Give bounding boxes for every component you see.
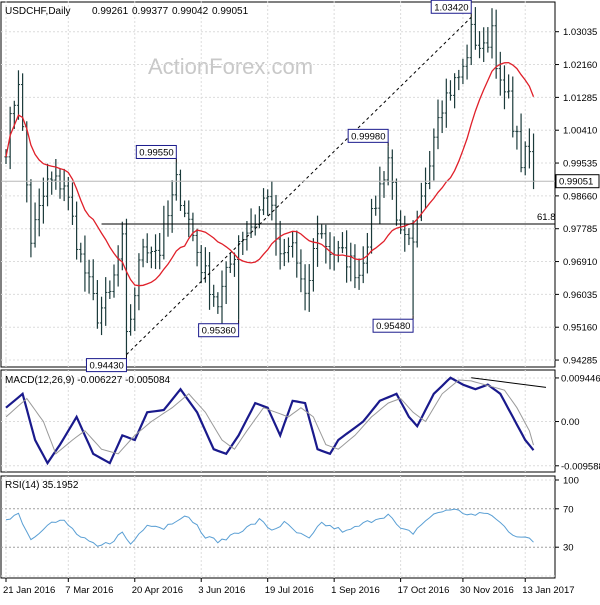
x-axis-label: 21 Jan 2016 [3, 585, 55, 596]
price-y-tick-label: 1.03035 [563, 27, 597, 38]
macd-line [5, 376, 535, 466]
rsi-y-tick-label: 100 [563, 476, 579, 487]
current-price-label: 0.99051 [559, 177, 593, 188]
moving-average-line [5, 61, 535, 287]
price-y-tick-label: 0.97785 [563, 224, 597, 235]
rsi-panel-title: RSI(14) 35.1952 [5, 480, 79, 491]
macd-y-tick-label: 0.009446 [561, 373, 600, 384]
x-axis-label: 17 Oct 2016 [398, 585, 450, 596]
x-axis-label: 7 Mar 2016 [65, 585, 113, 596]
price-header-close: 0.99051 [212, 6, 249, 17]
annotation-box [85, 358, 127, 373]
rsi-line [5, 508, 534, 547]
price-y-tick-label: 0.99535 [563, 159, 597, 170]
annotation-label: 0.95480 [376, 321, 410, 332]
current-price-box [555, 174, 600, 189]
rsi-layer [5, 508, 534, 547]
price-y-tick-label: 1.00410 [563, 126, 597, 137]
macd-divergence-line [471, 377, 547, 388]
axis-layer: 1.03035 1.02160 1.01285 1.00410 0.99535 0.986… [3, 27, 600, 596]
macd-panel-title: MACD(12,26,9) -0.006227 -0.005084 [5, 375, 171, 386]
annotation-label: 1.03420 [434, 2, 468, 13]
macd-panel-frame [0, 369, 556, 473]
x-axis-label: 3 Jun 2016 [198, 585, 245, 596]
rsi-y-tick-label: 30 [563, 543, 574, 554]
macd-y-tick-label: -0.009588 [561, 461, 600, 472]
rsi-y-tick-label: 70 [563, 504, 574, 515]
x-axis-label: 1 Sep 2016 [331, 585, 380, 596]
macd-signal-line [5, 379, 534, 455]
annotation-box [372, 318, 414, 333]
watermark: ActionForex.com [148, 54, 313, 79]
price-y-tick-label: 1.01285 [563, 93, 597, 104]
annotation-label: 0.99980 [351, 131, 385, 142]
macd-y-tick-label: 0.00 [561, 417, 580, 428]
price-header-low: 0.99042 [172, 6, 209, 17]
trend-line [126, 16, 472, 355]
price-y-tick-label: 1.02160 [563, 60, 597, 71]
annotation-box [347, 128, 389, 143]
price-header-high: 0.99377 [132, 6, 169, 17]
annotation-box [430, 0, 472, 14]
x-axis-label: 20 Apr 2016 [132, 585, 183, 596]
price-layer: 61.8 0.99051 0.94430 0.99550 0.95360 0.99980 0… [1, 0, 600, 373]
price-y-tick-label: 0.98660 [563, 191, 597, 202]
price-y-tick-label: 0.96910 [563, 257, 597, 268]
annotation-box [198, 323, 240, 338]
price-header-open: 0.99261 [92, 6, 129, 17]
x-axis-label: 30 Nov 2016 [460, 585, 514, 596]
price-y-tick-label: 0.94285 [563, 356, 597, 367]
price-y-tick-label: 0.96035 [563, 290, 597, 301]
annotation-label: 0.99550 [139, 147, 173, 158]
annotation-label: 0.95360 [202, 326, 236, 337]
macd-layer [5, 376, 547, 466]
x-axis-label: 13 Jan 2017 [522, 585, 574, 596]
fib-level-label: 61.8 [537, 212, 556, 223]
price-y-tick-label: 0.95160 [563, 323, 597, 334]
grid-layer [1, 1, 555, 578]
annotation-label: 0.94430 [89, 361, 123, 372]
rsi-panel-frame [0, 475, 556, 579]
x-axis-label: 19 Jul 2016 [265, 585, 314, 596]
price-panel-title: USDCHF,Daily [5, 6, 71, 17]
annotation-box [135, 144, 177, 159]
price-panel-frame [0, 1, 556, 368]
